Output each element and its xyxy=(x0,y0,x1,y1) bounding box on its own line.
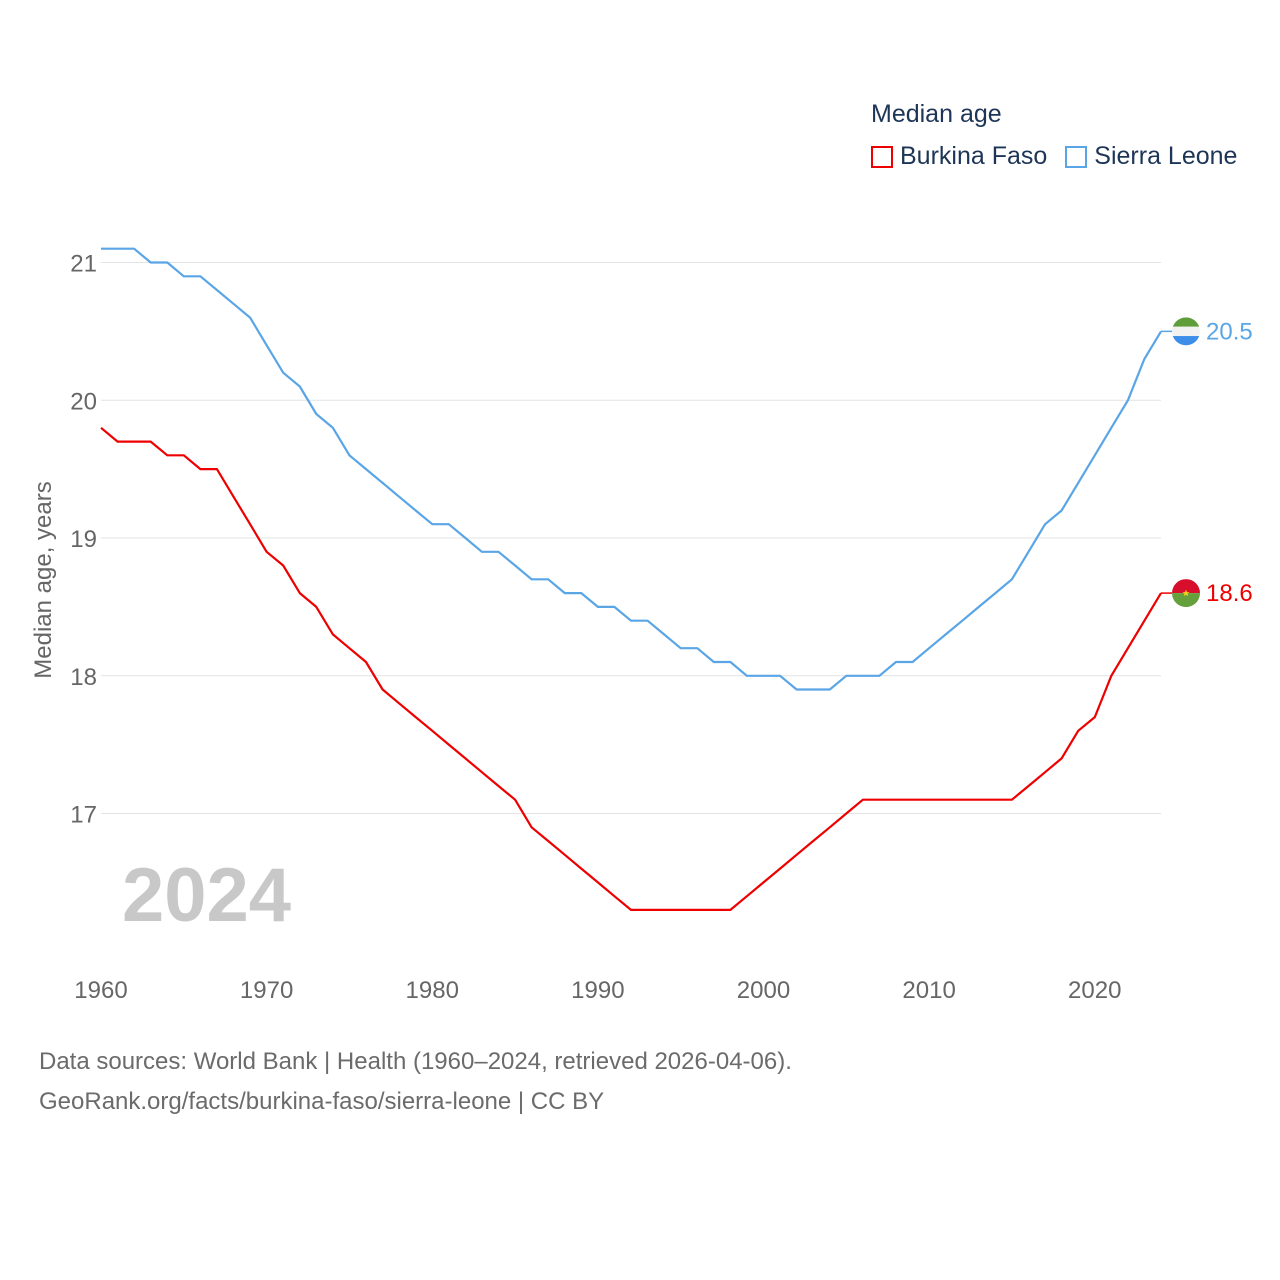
end-label-sierra-leone: 20.5 xyxy=(1206,318,1253,345)
end-markers xyxy=(1172,317,1200,608)
x-tick-label: 1970 xyxy=(240,977,293,1004)
legend-item-burkina-faso[interactable]: Burkina Faso xyxy=(871,142,1047,171)
legend-label-burkina-faso: Burkina Faso xyxy=(900,142,1048,170)
legend-swatch-sierra-leone xyxy=(1065,145,1088,168)
y-tick-label: 20 xyxy=(70,388,97,415)
y-tick-label: 19 xyxy=(70,526,97,553)
x-tick-label: 1980 xyxy=(406,977,459,1004)
footer: Data sources: World Bank | Health (1960–… xyxy=(39,1042,792,1122)
y-tick-label: 18 xyxy=(70,664,97,691)
x-axis-ticks: 1960 1970 1980 1990 2000 2010 2020 xyxy=(74,977,1121,1004)
sierra-leone-flag-icon xyxy=(1172,317,1200,346)
burkina-faso-flag-icon xyxy=(1172,579,1200,608)
legend-title: Median age xyxy=(871,100,1002,128)
grid-lines xyxy=(101,262,1161,814)
legend-label-sierra-leone: Sierra Leone xyxy=(1094,142,1238,170)
y-axis-ticks: 17 18 19 20 21 xyxy=(70,251,97,829)
series-line-sierra-leone xyxy=(101,247,1162,691)
footer-link[interactable]: GeoRank.org/facts/burkina-faso/sierra-le… xyxy=(39,1088,605,1115)
x-tick-label: 1960 xyxy=(74,977,127,1004)
legend-item-sierra-leone[interactable]: Sierra Leone xyxy=(1065,142,1237,171)
end-label-burkina-faso: 18.6 xyxy=(1206,580,1253,607)
y-tick-label: 21 xyxy=(70,251,97,278)
series-line-burkina-faso xyxy=(100,426,1162,911)
y-tick-label: 17 xyxy=(70,802,97,829)
legend-swatch-burkina-faso xyxy=(871,145,893,168)
year-watermark: 2024 xyxy=(122,853,292,938)
footer-sources: Data sources: World Bank | Health (1960–… xyxy=(39,1048,792,1075)
x-tick-label: 2010 xyxy=(902,977,955,1004)
legend: Burkina Faso Sierra Leone xyxy=(871,142,1255,171)
end-labels: 18.6 20.5 xyxy=(1206,318,1253,607)
x-tick-label: 1990 xyxy=(571,977,624,1004)
series-lines xyxy=(100,247,1172,911)
y-axis-label: Median age, years xyxy=(30,481,57,679)
x-tick-label: 2000 xyxy=(737,977,790,1004)
x-tick-label: 2020 xyxy=(1068,977,1121,1004)
